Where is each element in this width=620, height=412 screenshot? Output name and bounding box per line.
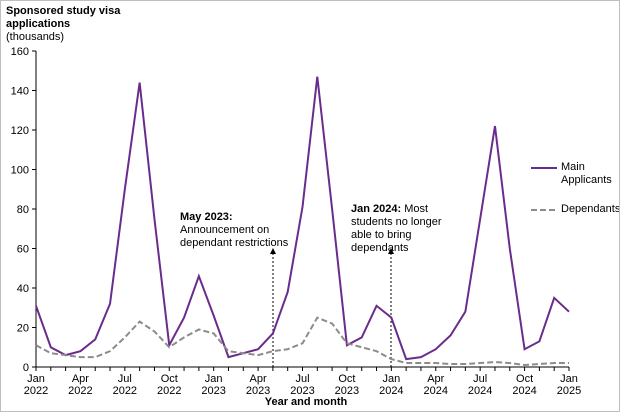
y-tick-label: 120 [11, 125, 29, 137]
x-tick-label: Oct 2022 [157, 373, 181, 397]
series-line [35, 316, 569, 367]
annotation: May 2023: Announcement on dependant rest… [180, 211, 290, 250]
x-tick-label: Jan 2023 [201, 373, 225, 397]
y-tick-label: 100 [11, 165, 29, 177]
y-tick-label: 0 [23, 362, 29, 374]
annotation-text: Announcement on dependant restrictions [180, 224, 289, 249]
series-line [35, 76, 570, 361]
legend-label: Dependants [561, 203, 620, 215]
y-tick-label: 40 [17, 283, 29, 295]
x-tick-label: Jul 2022 [113, 373, 137, 397]
x-tick-label: Apr 2022 [68, 373, 92, 397]
chart-title: Sponsored study visa applications [6, 5, 121, 30]
x-tick-label: Apr 2024 [424, 373, 448, 397]
y-tick-label: 160 [11, 46, 29, 58]
x-tick-label: Oct 2023 [335, 373, 359, 397]
annotation-heading: Jan 2024: [351, 203, 402, 215]
x-tick-label: Jan 2025 [557, 373, 581, 397]
y-tick-label: 140 [11, 86, 29, 98]
y-tick-label: 20 [17, 323, 29, 335]
annotation-heading: May 2023: [180, 211, 233, 223]
x-axis-label: Year and month [265, 396, 348, 408]
x-tick-label: Apr 2023 [246, 373, 270, 397]
x-tick-label: Jul 2024 [468, 373, 492, 397]
annotation: Jan 2024: Most students no longer able t… [351, 203, 461, 255]
legend-label: Main Applicants [561, 161, 612, 186]
x-tick-label: Oct 2024 [512, 373, 536, 397]
x-tick-label: Jul 2023 [290, 373, 314, 397]
y-axis-label: (thousands) [6, 31, 65, 43]
annotation-text: Most students no longer able to bring de… [351, 203, 442, 254]
x-tick-label: Jan 2022 [24, 373, 48, 397]
y-tick-label: 80 [17, 204, 29, 216]
y-tick-label: 60 [17, 244, 29, 256]
x-tick-label: Jan 2024 [379, 373, 403, 397]
